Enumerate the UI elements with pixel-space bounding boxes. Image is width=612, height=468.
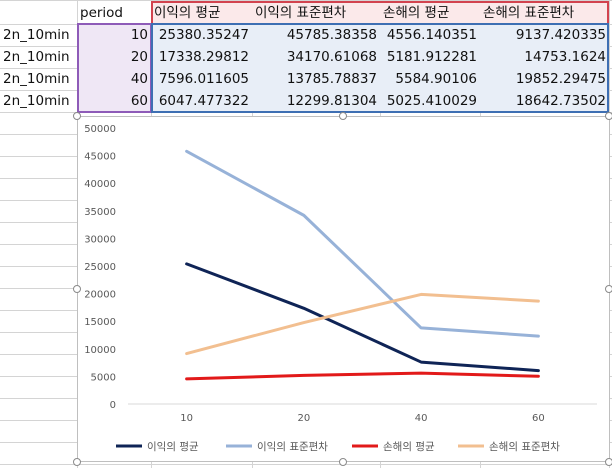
- row-label-cell[interactable]: 2n_10min: [3, 27, 70, 43]
- value-cell[interactable]: 18642.73502: [515, 93, 606, 109]
- x-tick-label: 40: [415, 413, 428, 424]
- gridline: [0, 0, 612, 1]
- value-cell[interactable]: 5025.410029: [386, 93, 477, 109]
- value-cell[interactable]: 6047.477322: [158, 93, 249, 109]
- gridline: [0, 112, 612, 113]
- series-line-4: [185, 292, 540, 356]
- legend-label: 이익의 평균: [147, 441, 199, 453]
- y-tick-label: 40000: [84, 179, 116, 190]
- resize-handle-bottom[interactable]: [339, 458, 347, 466]
- resize-handle-top-right[interactable]: [605, 112, 612, 120]
- series-line-2: [185, 149, 540, 338]
- value-cell[interactable]: 34170.61068: [286, 49, 377, 65]
- value-cell[interactable]: 45785.38358: [286, 27, 377, 43]
- period-cell[interactable]: 40: [130, 71, 148, 87]
- y-tick-label: 15000: [84, 317, 116, 328]
- legend-label: 손해의 평균: [383, 440, 435, 453]
- row-label-cell[interactable]: 2n_10min: [3, 71, 70, 87]
- value-cell[interactable]: 5181.912281: [386, 49, 477, 65]
- resize-handle-top[interactable]: [339, 112, 347, 120]
- legend-label: 이익의 표준편차: [257, 440, 328, 453]
- period-cell[interactable]: 20: [130, 49, 148, 65]
- x-tick-label: 60: [532, 413, 545, 424]
- header-loss-mean[interactable]: 손해의 평균: [383, 5, 450, 21]
- y-tick-label: 50000: [84, 124, 116, 135]
- header-profit-mean[interactable]: 이익의 평균: [154, 5, 221, 21]
- header-loss-std[interactable]: 손해의 표준편차: [483, 5, 575, 21]
- resize-handle-right[interactable]: [605, 285, 612, 293]
- y-tick-label: 5000: [91, 372, 116, 383]
- resize-handle-top-left[interactable]: [73, 112, 81, 120]
- value-cell[interactable]: 5584.90106: [395, 71, 477, 87]
- line-chart[interactable]: 0 5000 10000 15000 20000 25000 30000 35000 40000…: [77, 116, 610, 462]
- value-cell[interactable]: 9137.420335: [515, 27, 606, 43]
- y-tick-label: 20000: [84, 290, 116, 301]
- y-tick-label: 10000: [84, 345, 116, 356]
- y-tick-label: 35000: [84, 207, 116, 218]
- x-tick-label: 20: [298, 413, 311, 424]
- series-line-1: [185, 262, 540, 373]
- period-cell[interactable]: 60: [130, 93, 148, 109]
- resize-handle-left[interactable]: [73, 285, 81, 293]
- header-period[interactable]: period: [80, 5, 124, 21]
- value-cell[interactable]: 4556.140351: [386, 27, 477, 43]
- y-tick-label: 25000: [84, 262, 116, 273]
- y-tick-label: 30000: [84, 234, 116, 245]
- y-tick-label: 0: [110, 400, 116, 411]
- value-cell[interactable]: 17338.29812: [158, 49, 249, 65]
- period-cell[interactable]: 10: [130, 27, 148, 43]
- value-cell[interactable]: 13785.78837: [286, 71, 377, 87]
- series-line-3: [185, 371, 540, 381]
- value-cell[interactable]: 25380.35247: [158, 27, 249, 43]
- resize-handle-bottom-right[interactable]: [605, 458, 612, 466]
- value-cell[interactable]: 14753.1624: [524, 49, 606, 65]
- gridline: [0, 464, 612, 465]
- x-tick-label: 10: [180, 413, 193, 424]
- value-cell[interactable]: 12299.81304: [286, 93, 377, 109]
- y-tick-label: 45000: [84, 152, 116, 163]
- row-label-cell[interactable]: 2n_10min: [3, 93, 70, 109]
- resize-handle-bottom-left[interactable]: [73, 458, 81, 466]
- row-label-cell[interactable]: 2n_10min: [3, 49, 70, 65]
- legend-label: 손해의 표준편차: [489, 440, 560, 453]
- header-profit-std[interactable]: 이익의 표준편차: [255, 5, 347, 21]
- chart-canvas: 0 5000 10000 15000 20000 25000 30000 35000 40000…: [84, 124, 597, 453]
- value-cell[interactable]: 7596.011605: [158, 71, 249, 87]
- value-cell[interactable]: 19852.29475: [515, 71, 606, 87]
